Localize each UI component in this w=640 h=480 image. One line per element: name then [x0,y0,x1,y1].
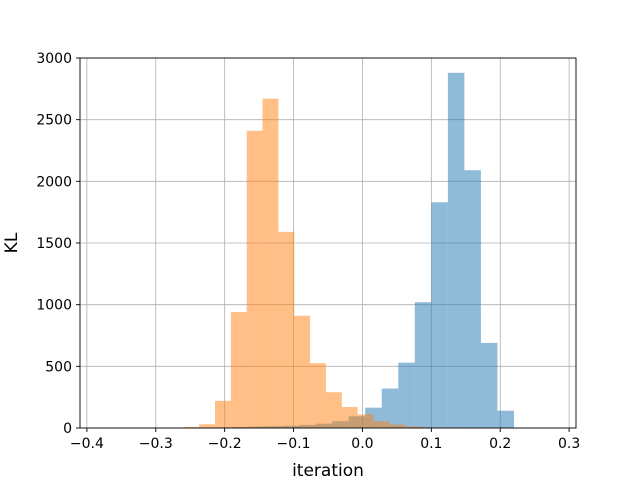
series-1-bar-0 [183,427,200,428]
x-tick-label-2: −0.2 [208,436,242,452]
series-0-bar-17 [381,388,399,428]
series-1-bar-11 [357,414,374,428]
series-1-bar-13 [389,424,406,428]
series-1-bar-12 [373,421,390,428]
series-1-bar-14 [405,426,421,428]
y-tick-label-4: 2000 [36,174,72,190]
series-0-bar-24 [497,410,514,428]
series-1-bar-7 [294,315,311,428]
series-1-bar-10 [341,407,358,428]
axis-ticks: −0.4 −0.3 −0.2 −0.1 0.0 0.1 0.2 0.3 0 500 1000 1500… [36,51,580,452]
x-tick-label-0: −0.4 [70,436,104,452]
x-tick-label-7: 0.3 [558,436,580,452]
y-tick-label-5: 2500 [36,113,72,129]
y-tick-label-0: 0 [63,421,72,437]
x-tick-label-3: −0.1 [277,436,311,452]
series-0-bar-21 [447,72,465,429]
x-axis-label: iteration [292,461,364,480]
series-1-bar-3 [230,312,247,428]
series-0-bar-19 [414,302,432,428]
series-0-bar-23 [480,342,498,428]
x-tick-label-5: 0.1 [420,436,442,452]
y-axis-label: KL [2,232,22,253]
x-tick-label-4: 0.0 [351,436,373,452]
series-0-bar-22 [464,170,481,428]
series-1-bar-1 [199,424,216,428]
series-0-bar-20 [431,202,448,428]
series-1-bar-8 [310,363,326,428]
series-0-bar-18 [398,362,415,428]
y-tick-label-2: 1000 [36,298,72,314]
series-1-bar-9 [325,392,342,428]
series-1-bar-2 [215,400,231,428]
series-1-bar-4 [246,130,263,428]
x-tick-label-6: 0.2 [489,436,511,452]
y-tick-label-6: 3000 [36,51,72,67]
y-tick-label-3: 1500 [36,236,72,252]
y-tick-label-1: 500 [45,359,72,375]
x-tick-label-1: −0.3 [139,436,173,452]
series-1-bar-6 [278,231,295,428]
histogram-bars [100,72,580,429]
series-1-bar-5 [262,98,279,428]
